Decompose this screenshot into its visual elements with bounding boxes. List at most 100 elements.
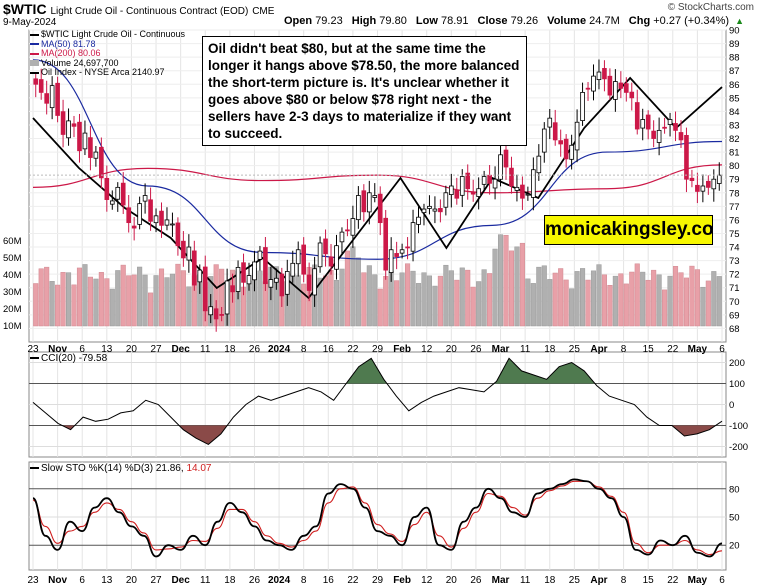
candle-down [175,222,181,247]
brand-watermark: monicakingsley.co [544,215,714,245]
x-tick-label-bottom: 20 [126,575,138,586]
candle-down [585,87,591,90]
candle-up [498,154,503,180]
candle-up [334,245,339,270]
x-tick-label-bottom: 26 [470,575,482,586]
volume-bar [569,288,575,327]
candle-up [656,129,662,143]
legend-ma200: MA(200) 80.06 [30,48,185,59]
candle-down [191,250,197,286]
candle-up [317,242,323,268]
volume-bar [366,265,372,327]
volume-bar [459,267,465,327]
candle-up [208,306,214,316]
x-tick-label-bottom: 29 [372,575,384,586]
candle-down [629,91,635,99]
candle-up [569,144,574,160]
volume-bar [219,268,225,327]
volume-bar [645,279,651,327]
volume-bar [443,264,449,327]
volume-bar [273,266,279,327]
candle-up [246,275,252,285]
candle-up [93,151,99,159]
candle-up [268,279,274,288]
candle-down [241,262,246,283]
candle-up [153,215,159,224]
volume-bar [87,276,93,327]
x-tick-label-top: 16 [323,344,335,355]
x-tick-label-bottom: Dec [171,575,190,586]
candle-down [323,238,328,255]
volume-tick-label: 10M [3,321,22,332]
volume-bar [596,264,602,327]
candle-up [142,195,148,202]
price-tick-label: 78 [729,188,740,199]
volume-bar [38,268,44,327]
candle-down [345,229,350,232]
candle-up [421,208,427,214]
chart-date: 9-May-2024 [3,17,57,28]
low-value: 78.91 [440,15,469,27]
candle-down [99,146,104,179]
x-tick-label-top: Nov [48,344,67,355]
x-tick-label-top: 18 [544,344,556,355]
candle-down [377,193,383,224]
volume-bar [148,292,154,327]
x-tick-label-bottom: 16 [323,575,335,586]
candle-up [547,117,553,128]
volume-bar [508,250,515,327]
price-tick-label: 85 [729,93,740,104]
main-legend: $WTIC Light Crude Oil - Continuous MA(50… [30,29,185,78]
volume-bar [634,263,640,327]
cci-line [32,357,723,445]
volume-bar [629,271,635,327]
candle-down [552,122,558,141]
volume-bar [257,270,263,327]
volume-bar [383,276,389,327]
candle-down [104,177,110,200]
candle-down [662,126,667,129]
candle-down [602,68,607,80]
x-tick-label-bottom: 6 [79,575,85,586]
x-tick-label-top: 22 [347,344,359,355]
volume-bar [361,272,367,327]
x-tick-label-top: May [688,344,708,355]
volume-bar [426,275,432,327]
sto-tick-label: 80 [729,484,740,495]
candle-down [405,246,410,249]
x-tick-label-bottom: 20 [446,575,458,586]
candle-down [361,190,367,213]
volume-bar [295,275,301,327]
candle-down [55,82,60,116]
candle-down [120,182,126,206]
volume-bar [590,270,597,327]
x-tick-label-bottom: Feb [393,575,411,586]
candle-down [503,149,509,168]
volume-bar [301,283,307,327]
x-tick-label-bottom: 8 [301,575,307,586]
volume-bar [372,274,378,327]
candle-down [306,274,312,291]
volume-bar [448,270,454,327]
x-tick-label-top: Feb [393,344,411,355]
candle-up [443,192,449,208]
candle-down [394,253,399,257]
exchange: CME [252,6,275,17]
candle-up [235,266,241,292]
volume-bar [344,250,350,327]
price-tick-label: 82 [729,134,740,145]
volume-bar [497,234,504,327]
high-value: 79.80 [379,15,407,27]
volume-bar [137,266,143,327]
volume-tick-label: 30M [3,287,22,298]
volume-bar [525,278,531,327]
candle-down [618,82,624,89]
sto-panel-label: Slow STO %K(14) %D(3) 21.86, 14.07 [30,463,211,474]
cci-oversold-fill [62,425,716,445]
analysis-annotation: Oil didn't beat $80, but at the same tim… [202,36,527,146]
candle-up [525,193,531,196]
volume-bar [120,264,126,327]
volume-bar [618,273,624,327]
x-tick-label-bottom: 23 [27,575,39,586]
x-tick-label-top: 6 [719,344,725,355]
